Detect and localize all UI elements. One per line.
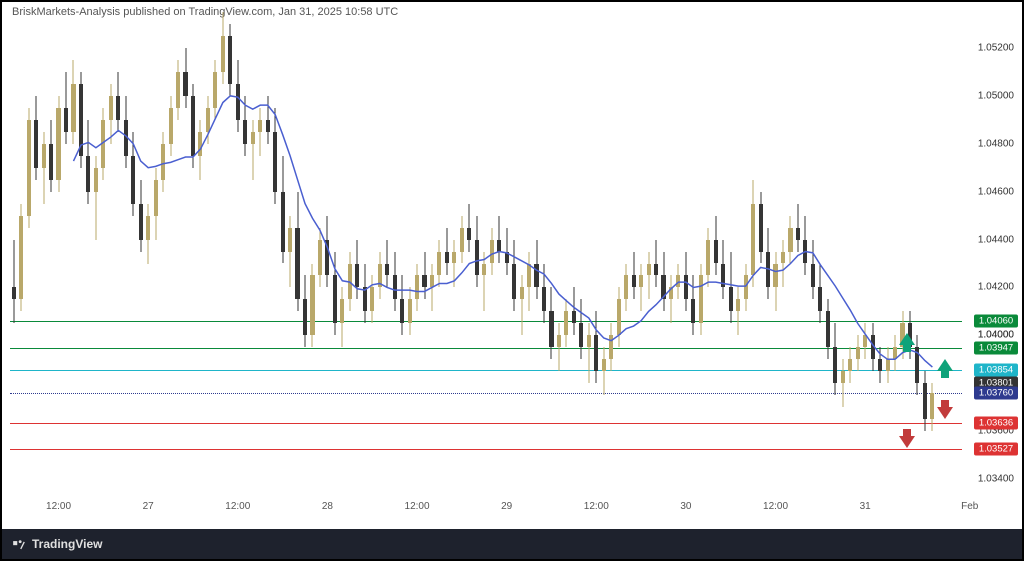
chart-header: BriskMarkets-Analysis published on Tradi… <box>12 6 398 18</box>
x-tick-label: 12:00 <box>46 501 71 512</box>
x-tick-label: 12:00 <box>584 501 609 512</box>
x-tick-label: 27 <box>143 501 154 512</box>
y-tick-label: 1.04200 <box>978 282 1014 293</box>
y-tick-label: 1.03400 <box>978 474 1014 485</box>
price-tag: 1.04060 <box>974 314 1018 327</box>
x-tick-label: 31 <box>860 501 871 512</box>
chart-frame: BriskMarkets-Analysis published on Tradi… <box>0 0 1024 561</box>
footer-brand-text: TradingView <box>32 537 102 551</box>
x-tick-label: 12:00 <box>405 501 430 512</box>
x-tick-label: 12:00 <box>225 501 250 512</box>
x-tick-label: 29 <box>501 501 512 512</box>
y-tick-label: 1.04600 <box>978 186 1014 197</box>
horizontal-level-line <box>10 423 962 424</box>
y-tick-label: 1.04800 <box>978 138 1014 149</box>
horizontal-level-line <box>10 449 962 450</box>
arrow-down-icon <box>899 436 915 448</box>
x-tick-label: 12:00 <box>763 501 788 512</box>
tradingview-logo-icon <box>12 537 26 551</box>
y-tick-label: 1.04400 <box>978 234 1014 245</box>
chart-plot-area[interactable] <box>10 24 962 499</box>
x-tick-label: 28 <box>322 501 333 512</box>
horizontal-level-line <box>10 393 962 394</box>
arrow-up-icon <box>899 333 915 345</box>
horizontal-level-line <box>10 370 962 371</box>
arrow-down-icon <box>937 407 953 419</box>
footer-bar: TradingView <box>2 529 1022 559</box>
moving-average-line <box>10 24 966 503</box>
x-axis: 12:002712:002812:002912:003012:0031Feb <box>10 501 962 519</box>
arrow-up-icon <box>937 359 953 371</box>
y-tick-label: 1.05200 <box>978 42 1014 53</box>
y-tick-label: 1.04000 <box>978 330 1014 341</box>
x-tick-label: Feb <box>961 501 978 512</box>
price-tag: 1.03527 <box>974 442 1018 455</box>
horizontal-level-line <box>10 348 962 349</box>
x-tick-label: 30 <box>680 501 691 512</box>
price-tag: 1.03636 <box>974 416 1018 429</box>
price-tag: 1.03854 <box>974 364 1018 377</box>
y-tick-label: 1.05000 <box>978 90 1014 101</box>
price-tag: 1.03947 <box>974 342 1018 355</box>
price-tag: 1.03760 <box>974 386 1018 399</box>
y-axis: 1.034001.036001.038001.040001.042001.044… <box>964 24 1018 499</box>
